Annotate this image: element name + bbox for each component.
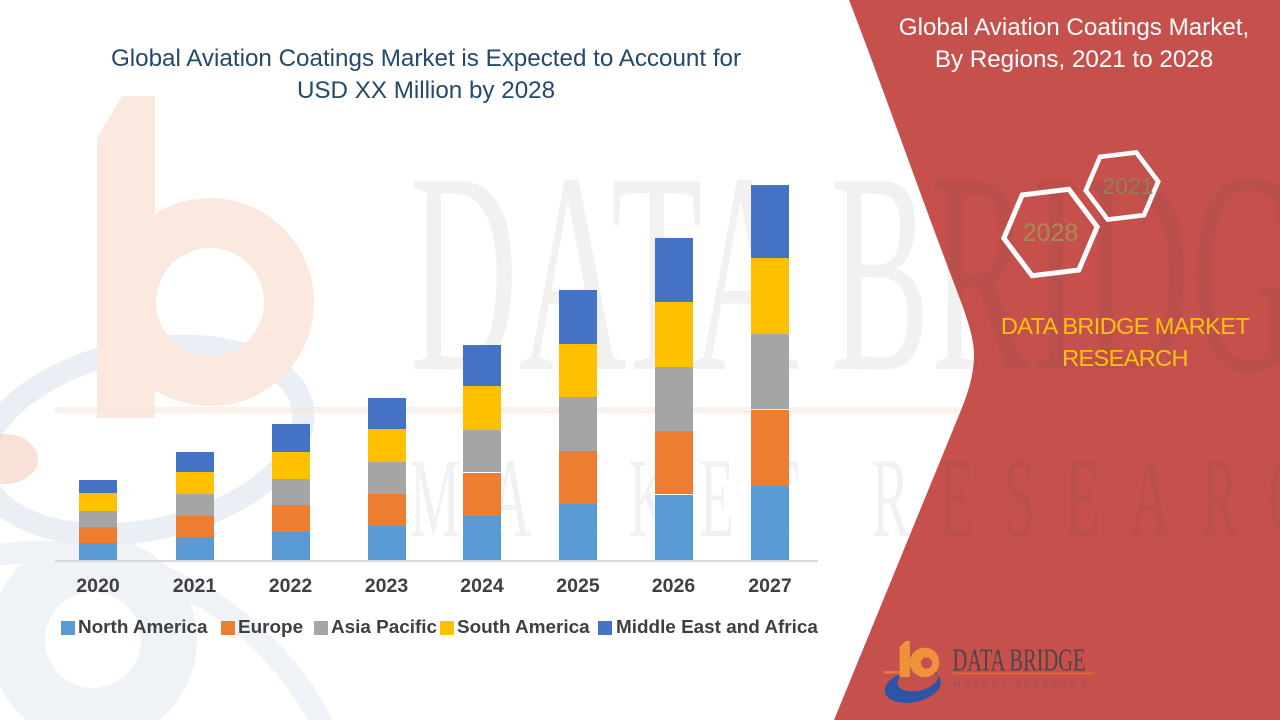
svg-text:2028: 2028: [1023, 219, 1079, 247]
svg-text:MARKET RESEARCH: MARKET RESEARCH: [954, 679, 1090, 689]
svg-text:DATA BRIDGE: DATA BRIDGE: [953, 642, 1086, 678]
svg-text:2021: 2021: [1102, 173, 1153, 199]
